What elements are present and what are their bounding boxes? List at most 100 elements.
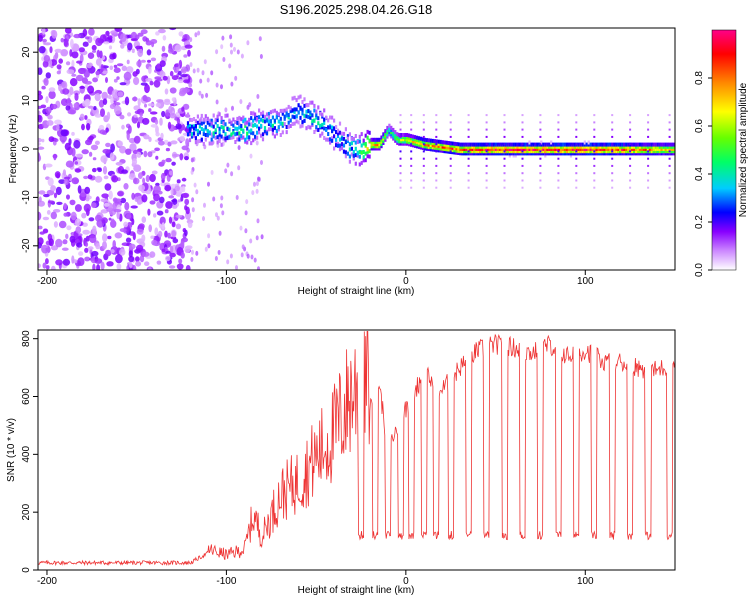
spectrogram-cell bbox=[147, 103, 155, 107]
spectrogram-cell bbox=[569, 144, 573, 149]
spectrogram-cell bbox=[291, 114, 294, 119]
spectrogram-cell bbox=[506, 147, 509, 151]
spectrogram-cell bbox=[105, 77, 108, 83]
spectrogram-cell bbox=[64, 142, 71, 151]
spectrogram-cell bbox=[305, 126, 308, 131]
colorbar: 0.00.20.40.60.8 Normalized spectral ampl… bbox=[694, 29, 749, 277]
spectrogram-cell bbox=[82, 41, 89, 47]
spectrogram-cell bbox=[229, 42, 233, 48]
spectrogram-cell bbox=[560, 149, 563, 154]
spectrogram-cell bbox=[182, 103, 190, 110]
spectrogram-cell bbox=[467, 144, 470, 149]
spectrogram-cell bbox=[447, 145, 450, 150]
spectrogram-cell bbox=[635, 149, 638, 154]
spectrogram-cell bbox=[161, 159, 166, 165]
spectrogram-cell bbox=[109, 53, 116, 60]
spectrogram-cell bbox=[204, 125, 207, 130]
spectrogram-cell bbox=[124, 96, 130, 106]
spectrogram-cell bbox=[222, 136, 225, 141]
spectrogram-cell bbox=[258, 130, 261, 135]
spectrogram-cell bbox=[503, 121, 506, 124]
spectrogram-cell bbox=[463, 149, 466, 154]
spectrogram-cell bbox=[423, 137, 426, 142]
spectrogram-cell bbox=[56, 64, 62, 70]
spectrogram-cell bbox=[358, 134, 361, 139]
spectrogram-cell bbox=[542, 151, 545, 156]
spectrogram-cell bbox=[171, 97, 176, 102]
spectrogram-cell bbox=[408, 133, 411, 138]
spectrogram-cell bbox=[43, 55, 51, 63]
spectrogram-cell bbox=[202, 128, 205, 133]
spectrogram-cell bbox=[516, 142, 519, 147]
spectrogram-cell bbox=[119, 82, 127, 86]
spectrogram-cell bbox=[532, 144, 535, 149]
spectrogram-cell bbox=[615, 142, 618, 147]
spectrogram-cell bbox=[437, 146, 440, 151]
spectrogram-cell bbox=[510, 144, 513, 149]
spectrogram-cell bbox=[175, 223, 182, 230]
spectrogram-cell bbox=[579, 147, 582, 151]
spectrogram-cell bbox=[660, 144, 663, 149]
spectrogram-cell bbox=[399, 128, 402, 131]
spectrogram-cell bbox=[637, 151, 640, 156]
spectrogram-cell bbox=[73, 103, 78, 108]
spectrogram-cell bbox=[226, 113, 229, 118]
spectrogram-cell bbox=[181, 145, 189, 151]
spectrogram-cell bbox=[422, 186, 425, 189]
spectrogram-cell bbox=[323, 121, 326, 126]
spectrogram-cell bbox=[51, 30, 58, 39]
spectrogram-cell bbox=[394, 136, 397, 141]
spectrogram-cell bbox=[461, 147, 464, 151]
spectrogram-cell bbox=[532, 142, 535, 147]
spectrogram-x-label: Height of straight line (km) bbox=[298, 286, 415, 297]
spectrogram-cell bbox=[287, 124, 290, 129]
spectrogram-cell bbox=[121, 169, 128, 174]
spectrogram-cell bbox=[605, 144, 608, 149]
spectrogram-cell bbox=[573, 142, 576, 147]
spectrogram-cell bbox=[417, 136, 421, 141]
spectrogram-cell bbox=[406, 133, 409, 137]
spectrogram-cell bbox=[660, 149, 663, 154]
spectrogram-cell bbox=[366, 147, 369, 152]
spectrogram-cell bbox=[413, 137, 417, 142]
spectrogram-cell bbox=[611, 144, 614, 149]
spectrogram-cell bbox=[609, 142, 612, 147]
spectrogram-cell bbox=[238, 133, 241, 138]
spectrogram-cell bbox=[287, 104, 290, 109]
spectrogram-cell bbox=[323, 126, 326, 131]
spectrogram-cell bbox=[155, 102, 161, 108]
spectrogram-cell bbox=[550, 151, 553, 156]
spectrogram-cell bbox=[226, 127, 229, 131]
spectrogram-cell bbox=[364, 133, 367, 138]
spectrogram-cell bbox=[277, 119, 280, 124]
spectrogram-cell bbox=[648, 144, 651, 149]
spectrogram-cell bbox=[524, 142, 527, 147]
spectrogram-cell bbox=[307, 103, 310, 108]
spectrogram-cell bbox=[510, 142, 513, 147]
spectrogram-cell bbox=[554, 151, 557, 156]
spectrogram-cell bbox=[85, 139, 92, 146]
spectrogram-cell bbox=[492, 142, 496, 147]
spectrogram-cell bbox=[437, 144, 440, 148]
spectrogram-cell bbox=[184, 245, 191, 254]
spectrogram-cell bbox=[490, 151, 494, 156]
spectrogram-cell bbox=[256, 117, 259, 122]
spectrogram-cell bbox=[629, 186, 632, 189]
spectrogram-cell bbox=[419, 143, 422, 148]
spectrogram-cell bbox=[338, 147, 342, 152]
spectrogram-cell bbox=[613, 142, 616, 147]
spectrogram-cell bbox=[43, 42, 52, 46]
spectrogram-cell bbox=[283, 122, 286, 127]
spectrogram-cell bbox=[650, 144, 653, 149]
spectrogram-cell bbox=[593, 135, 596, 138]
spectrogram-cell bbox=[451, 145, 454, 150]
spectrogram-cell bbox=[605, 142, 608, 147]
spectrogram-cell bbox=[398, 133, 401, 137]
spectrogram-cell bbox=[54, 171, 61, 179]
spectrogram-cell bbox=[644, 151, 648, 156]
spectrogram-cell bbox=[656, 144, 659, 149]
spectrogram-cell bbox=[386, 130, 389, 135]
spectrogram-cell bbox=[87, 174, 93, 180]
spectrogram-cell bbox=[534, 144, 537, 149]
spectrogram-cell bbox=[402, 141, 405, 146]
